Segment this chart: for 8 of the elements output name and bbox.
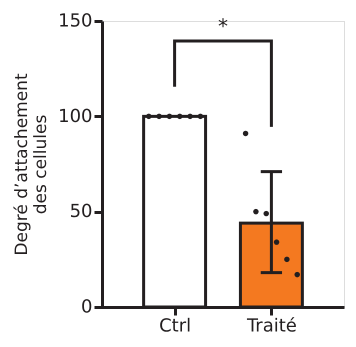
y-tick-label: 0 (81, 296, 92, 318)
y-tick-label: 50 (70, 201, 92, 222)
x-tick-label: Traité (246, 316, 297, 336)
x-tick-label: Ctrl (159, 316, 192, 336)
annotation: * (218, 14, 228, 38)
y-tick-label: 150 (58, 10, 92, 32)
y-tick-label: 100 (58, 106, 92, 127)
y-axis-title: Degré d’attachement des cellules (12, 73, 52, 256)
